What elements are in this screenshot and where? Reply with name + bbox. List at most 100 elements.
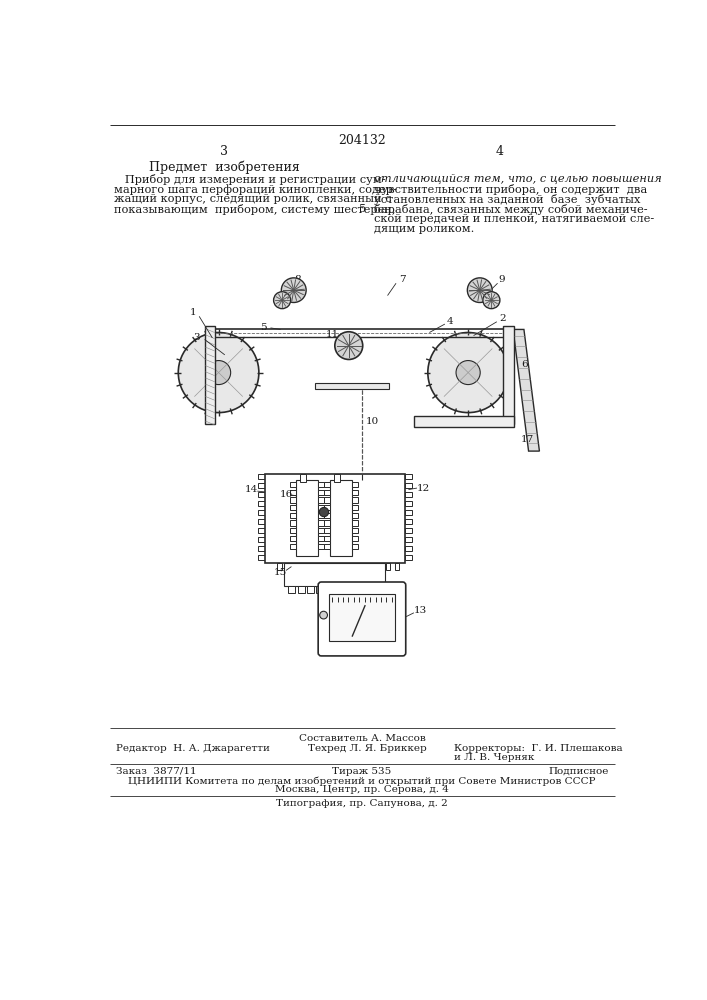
Bar [404,519,411,524]
Bar [288,586,296,593]
Bar [376,563,381,570]
Text: Редактор  Н. А. Джарагетти: Редактор Н. А. Джарагетти [115,744,269,753]
Bar [258,474,265,479]
Polygon shape [513,329,539,451]
Circle shape [206,361,230,385]
Text: жащий корпус, следящий ролик, связанный с: жащий корпус, следящий ролик, связанный … [114,194,392,204]
Text: установленных на заданной  базе  зубчатых: установленных на заданной базе зубчатых [373,194,640,205]
Bar [317,513,324,518]
Bar [316,586,323,593]
Bar [258,546,265,551]
Bar [317,536,324,541]
Bar [331,563,336,570]
Bar [324,497,330,503]
Bar [385,563,390,570]
Bar [258,483,265,488]
Bar [313,563,318,570]
Bar [352,482,358,487]
Bar [258,510,265,515]
Bar [325,586,332,593]
Bar [352,544,358,549]
Text: 12: 12 [416,484,430,493]
Circle shape [335,332,363,359]
Bar [258,555,265,560]
Bar [358,563,363,570]
Text: ской передачей и пленкой, натягиваемой сле-: ской передачей и пленкой, натягиваемой с… [373,214,654,224]
Circle shape [483,292,500,309]
Bar [363,586,370,593]
Bar [368,563,373,570]
Bar [381,586,388,593]
Bar [404,510,411,515]
Bar [352,490,358,495]
Text: 5: 5 [359,204,366,214]
Bar [404,501,411,506]
Text: марного шага перфораций кинопленки, содер-: марного шага перфораций кинопленки, соде… [114,184,397,195]
Bar [404,492,411,497]
Text: 1: 1 [189,308,197,317]
Bar [404,474,411,479]
Bar [276,563,281,570]
Text: 17: 17 [520,435,534,444]
Text: 9: 9 [498,275,505,284]
Text: Составитель А. Массов: Составитель А. Массов [298,734,426,743]
Bar [290,513,296,518]
Bar [290,505,296,510]
Text: ЦНИИПИ Комитета по делам изобретений и открытий при Совете Министров СССР: ЦНИИПИ Комитета по делам изобретений и о… [128,776,596,786]
Bar [352,536,358,541]
Bar [290,497,296,503]
Circle shape [456,361,480,385]
Bar [317,505,324,510]
Text: 7: 7 [399,275,406,284]
Bar [352,505,358,510]
Bar [290,520,296,526]
Bar [307,586,314,593]
Text: Тираж 535: Тираж 535 [332,767,392,776]
Bar [340,563,345,570]
Bar [324,520,330,526]
Text: барабана, связанных между собой механиче-: барабана, связанных между собой механиче… [373,204,647,215]
Bar [404,537,411,542]
Text: и Л. В. Черняк: и Л. В. Черняк [454,753,534,762]
Bar [335,586,341,593]
Bar [317,520,324,526]
Bar [352,513,358,518]
Text: 204132: 204132 [338,134,386,147]
Text: 3: 3 [220,145,228,158]
Bar [304,563,309,570]
Bar [290,482,296,487]
Text: дящим роликом.: дящим роликом. [373,224,474,234]
Bar [258,501,265,506]
Bar [414,416,514,427]
Text: 3: 3 [194,333,200,342]
Text: 10: 10 [366,417,380,426]
Circle shape [281,278,306,302]
Bar [258,519,265,524]
Bar [349,563,354,570]
Bar [324,505,330,510]
Circle shape [320,611,327,619]
Bar [284,563,385,586]
Bar [258,492,265,497]
Bar [352,520,358,526]
Bar [290,490,296,495]
Text: Подписное: Подписное [549,767,609,776]
Circle shape [320,507,329,517]
Bar [324,528,330,533]
Bar [298,586,305,593]
Text: 11: 11 [326,330,339,339]
Bar [322,563,327,570]
Text: 2: 2 [499,314,506,323]
Text: 4: 4 [495,145,503,158]
Bar [324,513,330,518]
Bar [352,528,358,533]
Text: Типография, пр. Сапунова, д. 2: Типография, пр. Сапунова, д. 2 [276,799,448,808]
Bar [258,537,265,542]
Text: Москва, Центр, пр. Серова, д. 4: Москва, Центр, пр. Серова, д. 4 [275,785,449,794]
Bar [300,474,306,482]
Text: чувствительности прибора, он содержит  два: чувствительности прибора, он содержит дв… [373,184,647,195]
Bar [404,483,411,488]
Bar [354,586,361,593]
Bar [395,563,399,570]
Bar [317,497,324,503]
